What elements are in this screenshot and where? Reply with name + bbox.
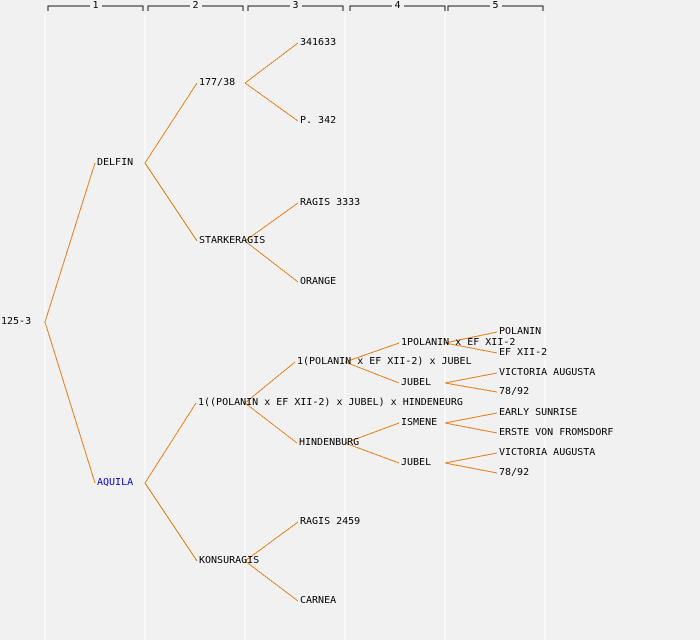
pedigree-edge [244,361,296,404]
tree-node-p-342[interactable]: P. 342 [300,115,337,126]
tree-node-cross-polanin-ef[interactable]: 1POLANIN x EF XII-2 [401,337,516,348]
pedigree-edge [144,402,197,484]
edges-layer [44,42,498,602]
tree-node-78-92-2[interactable]: 78/92 [499,467,530,478]
tree-node-erste-von-fromsdorf[interactable]: ERSTE VON FROMSDORF [499,427,614,438]
pedigree-edge [244,82,299,122]
generation-label: 3 [289,0,302,12]
tree-node-cross-jubel-hindeneurg[interactable]: 1((POLANIN x EF XII-2) x JUBEL) x HINDEN… [198,397,463,408]
gridlines-layer [44,13,546,640]
pedigree-edge [244,42,299,84]
tree-node-jubel-1[interactable]: JUBEL [401,377,432,388]
tree-node-victoria-augusta-1[interactable]: VICTORIA AUGUSTA [499,367,596,378]
generation-label: 2 [189,0,202,12]
generation-label: 1 [89,0,102,12]
pedigree-edge [444,331,498,344]
tree-node-341633[interactable]: 341633 [300,37,337,48]
pedigree-edge [44,321,96,484]
tree-node-hindenburg[interactable]: HINDENBURG [299,437,360,448]
tree-node-orange[interactable]: ORANGE [300,276,337,287]
pedigree-edge [444,462,498,474]
pedigree-edge [44,162,96,323]
tree-node-ef-xii-2[interactable]: EF XII-2 [499,347,548,358]
pedigree-edge [444,372,498,384]
pedigree-edge [344,342,400,363]
pedigree-edge [244,402,298,444]
tree-node-177-38[interactable]: 177/38 [199,77,236,88]
tree-node-ragis-2459[interactable]: RAGIS 2459 [300,516,361,527]
tree-node-early-sunrise[interactable]: EARLY SUNRISE [499,407,578,418]
tree-node-carnea[interactable]: CARNEA [300,595,337,606]
pedigree-edge [444,382,498,393]
pedigree-edge [444,452,498,464]
pedigree-edge [344,442,400,464]
generation-label: 4 [391,0,404,12]
pedigree-edge [344,361,400,384]
tree-node-ragis-3333[interactable]: RAGIS 3333 [300,197,361,208]
pedigree-edge [244,240,299,283]
pedigree-edge [244,521,299,562]
tree-node-konsuragis[interactable]: KONSURAGIS [199,555,260,566]
tree-node-delfin[interactable]: DELFIN [97,157,134,168]
tree-node-victoria-augusta-2[interactable]: VICTORIA AUGUSTA [499,447,596,458]
pedigree-edge [444,342,498,354]
pedigree-edge [244,560,299,602]
pedigree-edge [344,422,400,444]
tree-node-ismene[interactable]: ISMENE [401,417,438,428]
tree-node-aquila[interactable]: AQUILA [97,477,134,488]
tree-node-cross-polanin-jubel[interactable]: 1(POLANIN x EF XII-2) x JUBEL [297,356,472,367]
tree-node-78-92-1[interactable]: 78/92 [499,386,530,397]
pedigree-edge [144,162,198,242]
tree-node-root[interactable]: 125-3 [1,316,32,327]
pedigree-edge [144,482,198,562]
tree-node-polanin[interactable]: POLANIN [499,326,542,337]
pedigree-edge [444,422,498,434]
pedigree-edge [144,82,198,164]
generation-label: 5 [489,0,502,12]
pedigree-edge [244,202,299,242]
pedigree-edge [444,412,498,424]
tree-node-starkeragis[interactable]: STARKERAGIS [199,235,266,246]
tree-node-jubel-2[interactable]: JUBEL [401,457,432,468]
